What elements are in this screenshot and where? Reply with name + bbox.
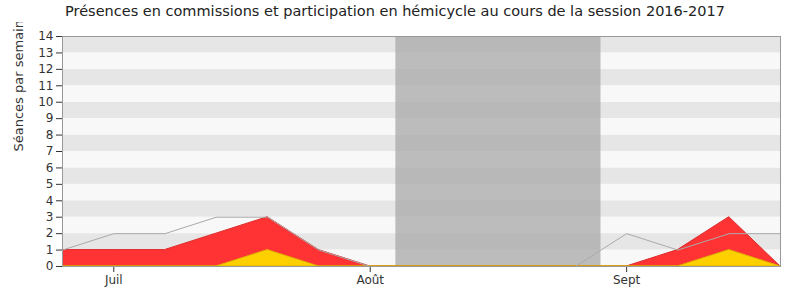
html-text:Présences en commissions et pa: Présences en commissions et participatio… [65,3,725,19]
svg-text:10: 10 [38,95,53,109]
svg-text:11: 11 [38,79,53,93]
svg-text:Août: Août [356,273,384,287]
svg-text:3: 3 [46,210,54,224]
svg-text:13: 13 [38,46,53,60]
svg-text:Juil: Juil [104,273,123,287]
svg-text:6: 6 [46,161,54,175]
svg-text:0: 0 [46,259,54,273]
svg-text:8: 8 [46,128,54,142]
svg-text:Sept: Sept [613,273,641,287]
svg-text:9: 9 [46,111,54,125]
svg-text:Séances par semaine: Séances par semaine [11,22,26,152]
svg-text:2: 2 [46,226,54,240]
svg-text:14: 14 [38,29,53,43]
svg-text:1: 1 [46,243,54,257]
svg-text:4: 4 [46,194,54,208]
svg-text:7: 7 [46,144,54,158]
svg-text:12: 12 [38,62,53,76]
svg-text:5: 5 [46,177,54,191]
